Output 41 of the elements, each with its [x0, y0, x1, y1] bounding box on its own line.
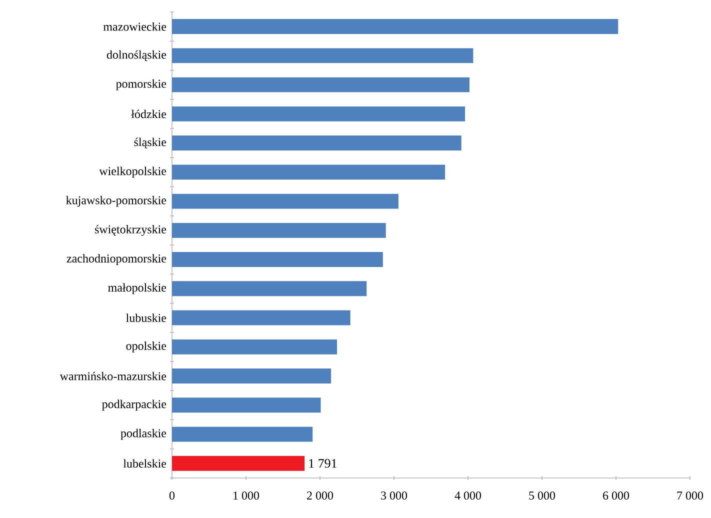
- y-tick-label: łódzkie: [131, 110, 166, 118]
- x-tick-label: 5 000: [529, 492, 556, 500]
- data-label: 1 791: [309, 459, 337, 468]
- y-tick-label: lubelskie: [123, 459, 166, 468]
- y-tick-label: opolskie: [126, 341, 166, 352]
- bar: [172, 339, 338, 354]
- x-tick-label: 7 000: [677, 492, 704, 500]
- y-tick-label: warmińsko-mazurskie: [60, 372, 166, 380]
- x-tick-label: 0: [169, 492, 175, 500]
- y-tick-label: mazowieckie: [103, 22, 166, 31]
- x-tick-label: 6 000: [603, 492, 630, 500]
- bar: [172, 281, 367, 296]
- y-tick-label: dolnośląskie: [106, 50, 166, 62]
- y-tick-label: świętokrzyskie: [94, 224, 166, 236]
- bar: [172, 48, 474, 64]
- y-tick-label: podlaskie: [120, 428, 166, 440]
- bar: [172, 19, 618, 34]
- y-tick-label: pomorskie: [116, 79, 166, 90]
- y-tick-label: małopolskie: [108, 283, 166, 294]
- bar: [172, 77, 470, 92]
- y-tick-label: podkarpackie: [102, 400, 166, 411]
- bar: [172, 106, 466, 122]
- x-tick-label: 4 000: [454, 492, 482, 500]
- bar: [172, 456, 305, 471]
- bar: [172, 398, 321, 413]
- bar: [172, 426, 313, 442]
- bar: [172, 164, 446, 180]
- y-tick-label: kujawsko-pomorskie: [66, 196, 166, 207]
- y-tick-label: zachodniopomorskie: [66, 254, 166, 265]
- bar: [172, 368, 332, 384]
- x-tick-label: 1 000: [234, 492, 260, 500]
- bar: [172, 310, 350, 326]
- x-tick-label: 2 000: [307, 492, 334, 500]
- bar: [172, 222, 386, 238]
- bar: [172, 136, 462, 151]
- y-tick-label: śląskie: [134, 138, 166, 148]
- x-tick-label: 3 000: [381, 492, 408, 500]
- y-tick-label: lubuskie: [126, 314, 166, 322]
- bar: [172, 252, 383, 268]
- bar: [172, 194, 398, 209]
- y-tick-label: wielkopolskie: [99, 166, 166, 178]
